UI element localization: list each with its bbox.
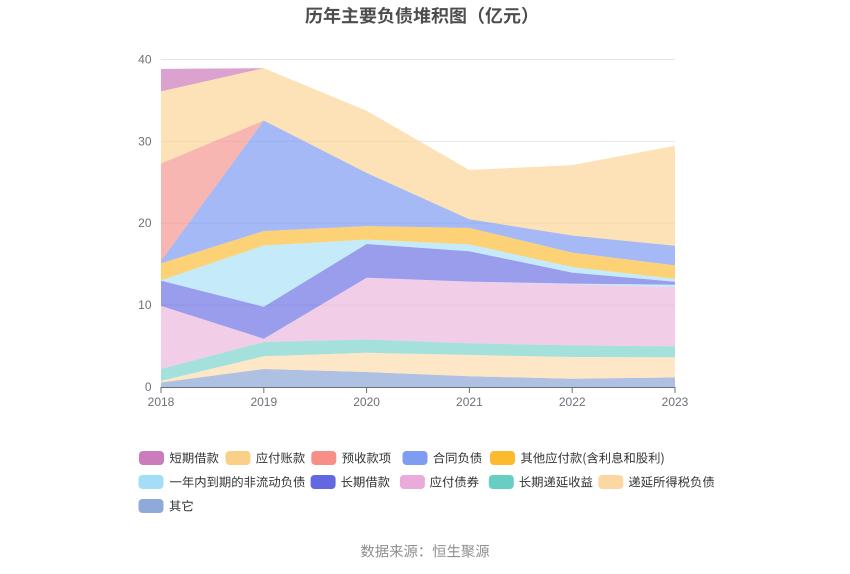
svg-text:40: 40 [138, 53, 152, 67]
svg-text:10: 10 [138, 298, 152, 312]
svg-text:2022: 2022 [559, 395, 586, 409]
svg-text:2023: 2023 [662, 395, 689, 409]
svg-text:2020: 2020 [353, 395, 380, 409]
svg-text:30: 30 [138, 134, 152, 148]
svg-text:2018: 2018 [148, 395, 175, 409]
svg-text:20: 20 [138, 216, 152, 230]
svg-text:0: 0 [145, 380, 152, 394]
svg-text:2021: 2021 [456, 395, 483, 409]
svg-text:2019: 2019 [250, 395, 277, 409]
